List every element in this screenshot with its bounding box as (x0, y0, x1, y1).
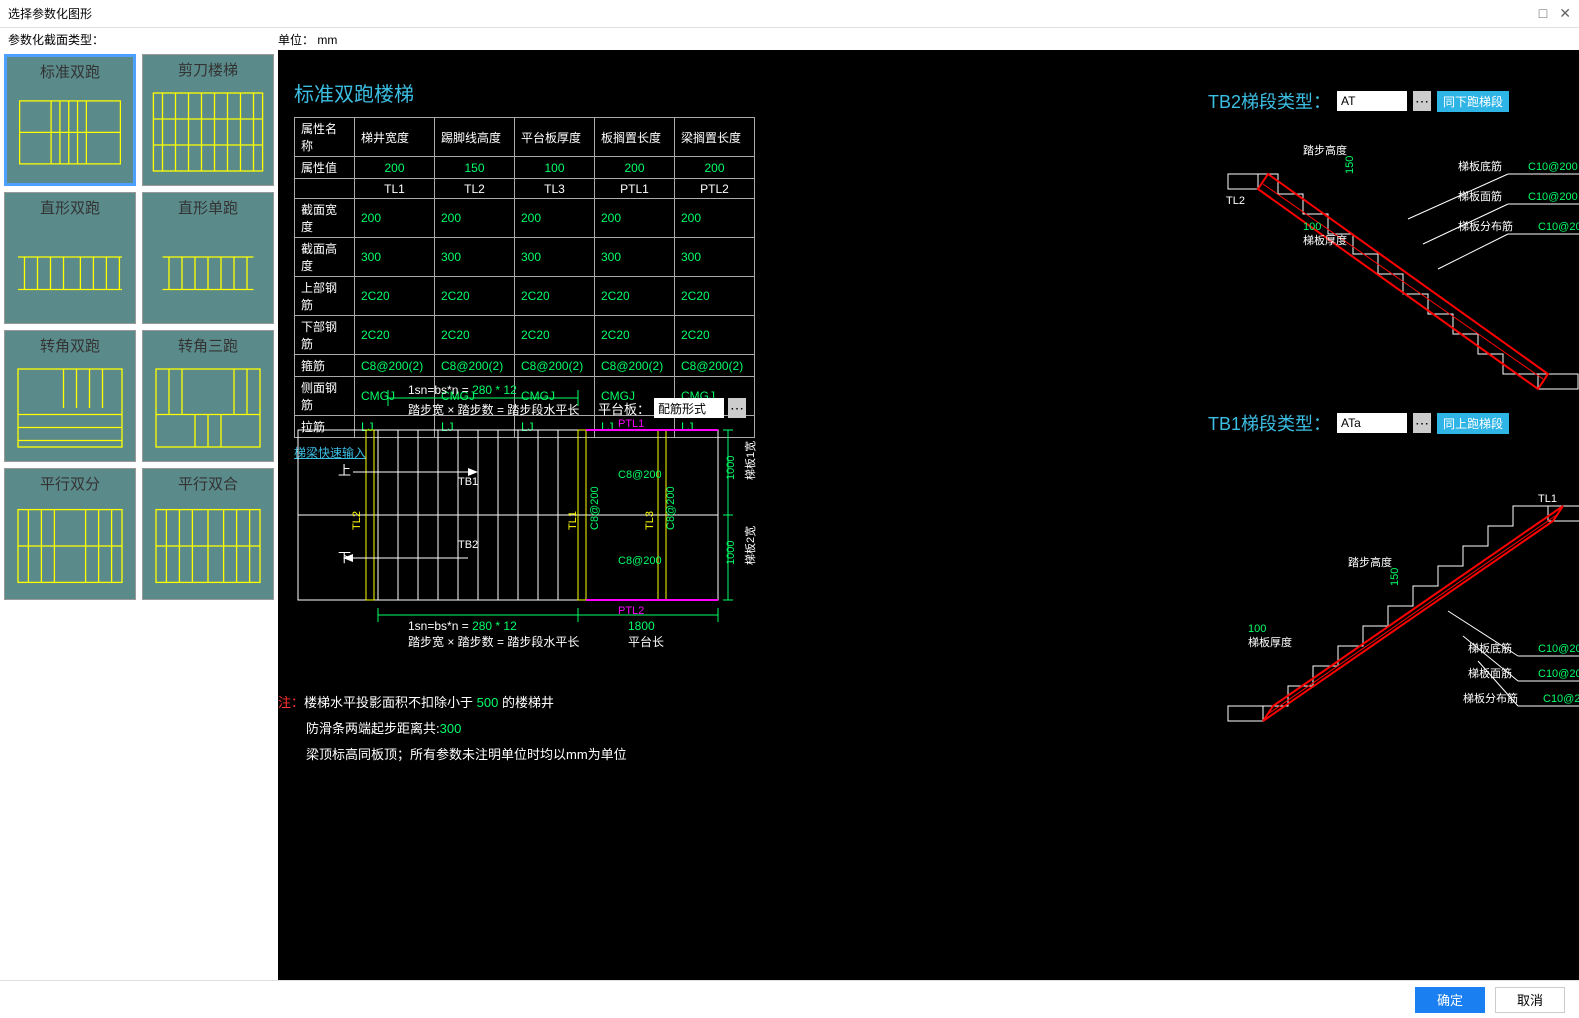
svg-text:梯板面筋: 梯板面筋 (1458, 189, 1502, 203)
svg-text:100: 100 (1248, 623, 1266, 635)
card-thumb-icon (5, 356, 135, 465)
type-card[interactable]: 平行双合 (142, 468, 274, 600)
tb2-type-combo[interactable]: AT (1337, 91, 1407, 111)
svg-text:平台长: 平台长 (628, 634, 664, 649)
svg-text:TB1: TB1 (458, 476, 478, 488)
tb2-more-button[interactable]: ⋯ (1413, 91, 1431, 111)
titlebar: 选择参数化图形 □ ✕ (0, 0, 1579, 28)
svg-text:踏步高度: 踏步高度 (1348, 555, 1392, 569)
svg-text:C8@200: C8@200 (618, 469, 662, 481)
section-type-label: 参数化截面类型： (8, 31, 278, 48)
card-title: 直形双跑 (40, 197, 100, 218)
type-card[interactable]: 直形单跑 (142, 192, 274, 324)
svg-text:1sn=bs*n = 280 * 12: 1sn=bs*n = 280 * 12 (408, 383, 517, 397)
tb2-label: TB2梯段类型： (1208, 88, 1331, 114)
tb2-section: TB2梯段类型： AT ⋯ 同下跑梯段 TL2 TL1 踏步高度 (1208, 88, 1579, 397)
property-table-1: 属性名称梯井宽度踢脚线高度平台板厚度板搁置长度梁搁置长度 属性值20015010… (294, 117, 755, 179)
svg-text:TL1: TL1 (567, 511, 579, 530)
type-card[interactable]: 剪刀楼梯 (142, 54, 274, 186)
tb2-elevation: TL2 TL1 踏步高度 150 梯板厚度 100 梯板底筋C10@200 梯板… (1208, 114, 1579, 394)
card-title: 剪刀楼梯 (178, 59, 238, 80)
card-thumb-icon (5, 494, 135, 603)
tb1-type-combo[interactable]: ATa (1337, 413, 1407, 433)
svg-text:梯板分布筋: 梯板分布筋 (1463, 691, 1518, 705)
svg-text:150: 150 (1344, 156, 1356, 174)
card-thumb-icon (143, 356, 273, 465)
platform-rebar-combo[interactable]: 配筋形式 (654, 398, 724, 418)
type-card[interactable]: 转角三跑 (142, 330, 274, 462)
svg-text:梯板面筋: 梯板面筋 (1468, 666, 1512, 680)
svg-text:PTL1: PTL1 (618, 418, 644, 430)
tb1-more-button[interactable]: ⋯ (1413, 413, 1431, 433)
svg-text:TL2: TL2 (1226, 195, 1245, 207)
svg-text:C10@200: C10@200 (1543, 693, 1579, 705)
svg-text:C10@200: C10@200 (1538, 643, 1579, 655)
card-thumb-icon (7, 82, 133, 188)
card-thumb-icon (5, 218, 135, 327)
tb1-section: TB1梯段类型： ATa ⋯ 同上跑梯段 TL1 踏步高度 150 梯板厚度 1… (1208, 410, 1579, 739)
type-card[interactable]: 标准双跑 (4, 54, 136, 186)
type-card[interactable]: 直形双跑 (4, 192, 136, 324)
card-thumb-icon (143, 494, 273, 603)
svg-text:踏步高度: 踏步高度 (1303, 143, 1347, 157)
tb1-label: TB1梯段类型： (1208, 410, 1331, 436)
svg-text:1sn=bs*n = 280 * 12: 1sn=bs*n = 280 * 12 (408, 619, 517, 633)
svg-text:梯板2宽: 梯板2宽 (743, 526, 757, 565)
maximize-icon[interactable]: □ (1539, 5, 1547, 22)
svg-text:TL2: TL2 (351, 511, 363, 530)
card-title: 转角三跑 (178, 335, 238, 356)
svg-text:梯板厚度: 梯板厚度 (1248, 635, 1292, 649)
header-row: 参数化截面类型： 单位： mm (0, 28, 1579, 50)
svg-text:C8@200: C8@200 (665, 486, 677, 530)
svg-text:150: 150 (1389, 568, 1401, 586)
card-thumb-icon (143, 80, 273, 189)
tb1-elevation: TL1 踏步高度 150 梯板厚度 100 梯板底筋 C10@200 梯板面筋 C1… (1208, 436, 1579, 736)
close-icon[interactable]: ✕ (1559, 5, 1571, 22)
drawing-canvas: 标准双跑楼梯 属性名称梯井宽度踢脚线高度平台板厚度板搁置长度梁搁置长度 属性值2… (278, 50, 1579, 980)
svg-text:TL3: TL3 (644, 511, 656, 530)
card-title: 平行双分 (40, 473, 100, 494)
type-card[interactable]: 转角双跑 (4, 330, 136, 462)
tb2-sync-button[interactable]: 同下跑梯段 (1437, 91, 1509, 112)
svg-text:梯板1宽: 梯板1宽 (743, 441, 757, 480)
svg-text:梯板厚度: 梯板厚度 (1303, 233, 1347, 247)
svg-text:踏步宽 × 踏步数 = 踏步段水平长: 踏步宽 × 踏步数 = 踏步段水平长 (408, 402, 579, 417)
window-title: 选择参数化图形 (8, 5, 1539, 22)
svg-text:TB2: TB2 (458, 539, 478, 551)
platform-more-button[interactable]: ⋯ (728, 398, 746, 418)
svg-text:TL1: TL1 (1538, 493, 1557, 505)
svg-text:C10@200: C10@200 (1528, 161, 1578, 173)
svg-text:100: 100 (1303, 221, 1321, 233)
card-title: 直形单跑 (178, 197, 238, 218)
svg-text:梯板分布筋: 梯板分布筋 (1458, 219, 1513, 233)
ok-button[interactable]: 确定 (1415, 987, 1485, 1013)
unit-label: 单位： mm (278, 31, 337, 48)
cancel-button[interactable]: 取消 (1495, 987, 1565, 1013)
svg-text:C10@200: C10@200 (1538, 221, 1579, 233)
type-card[interactable]: 平行双分 (4, 468, 136, 600)
card-title: 转角双跑 (40, 335, 100, 356)
svg-text:梯板底筋: 梯板底筋 (1468, 641, 1512, 655)
svg-text:踏步宽 × 踏步数 = 踏步段水平长: 踏步宽 × 踏步数 = 踏步段水平长 (408, 634, 579, 649)
svg-text:上: 上 (338, 463, 351, 478)
svg-text:C8@200: C8@200 (618, 555, 662, 567)
plan-drawing: 1sn=bs*n = 280 * 12 踏步宽 × 踏步数 = 踏步段水平长 T… (278, 380, 768, 683)
svg-text:C10@200: C10@200 (1538, 668, 1579, 680)
svg-text:1000: 1000 (725, 541, 737, 565)
svg-text:1000: 1000 (725, 456, 737, 480)
svg-text:C10@200: C10@200 (1528, 191, 1578, 203)
dialog-footer: 确定 取消 (0, 980, 1579, 1018)
svg-text:C8@200: C8@200 (589, 486, 601, 530)
tb1-sync-button[interactable]: 同上跑梯段 (1437, 413, 1509, 434)
card-thumb-icon (143, 218, 273, 327)
svg-text:梯板底筋: 梯板底筋 (1458, 159, 1502, 173)
svg-text:1800: 1800 (628, 619, 655, 633)
notes: 注：楼梯水平投影面积不扣除小于 500 的楼梯井 防滑条两端起步距离共:300 … (278, 690, 627, 768)
platform-label: 平台板： (598, 399, 650, 418)
type-sidebar: 标准双跑 剪刀楼梯直形双跑 直形单跑转角双跑 转角三跑平行双分 平行双合 (0, 50, 278, 980)
card-title: 标准双跑 (40, 61, 100, 82)
card-title: 平行双合 (178, 473, 238, 494)
